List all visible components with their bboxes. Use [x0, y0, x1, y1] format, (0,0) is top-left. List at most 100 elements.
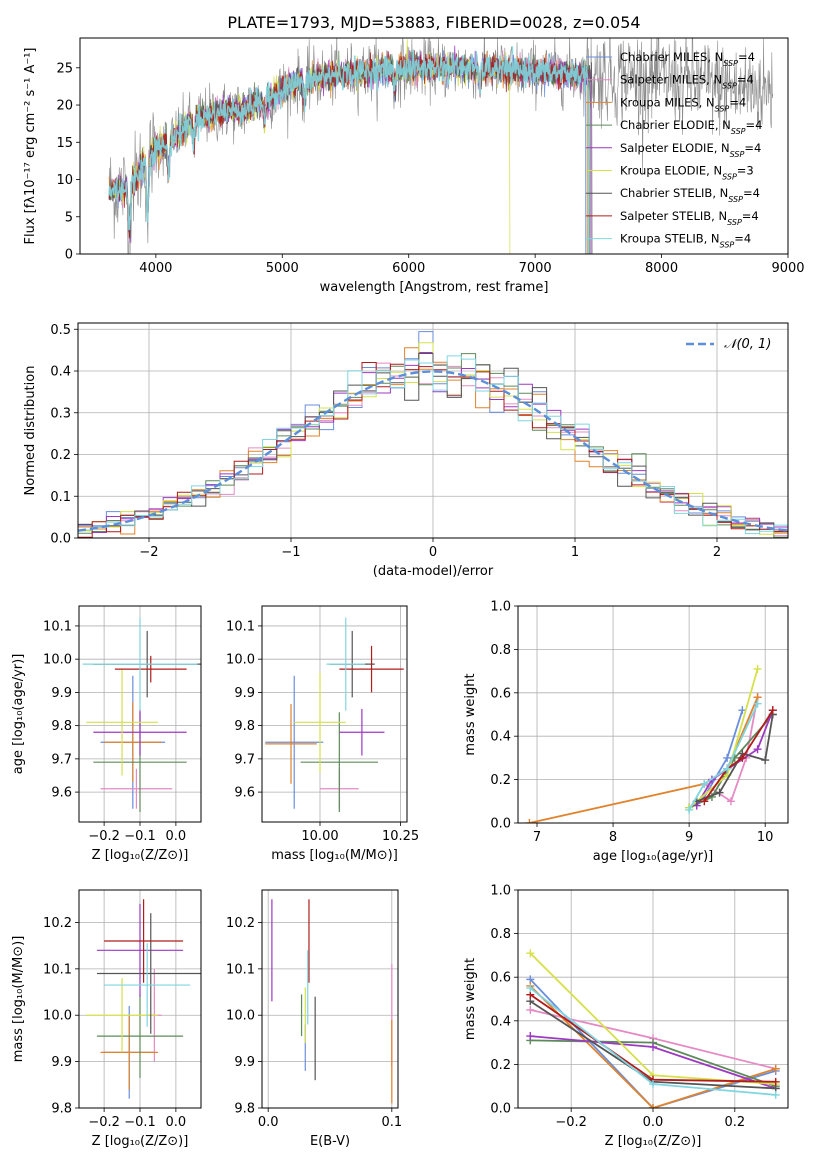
axes-mass_age: 10.00 10.25 9.6 9.7 9.8 9.9 10.0 10.1 mass [log₁… — [226, 605, 419, 863]
x-tick-label: −0.2 — [88, 1115, 120, 1130]
plot-area — [82, 617, 201, 813]
y-tick-label: 0.8 — [490, 643, 511, 658]
y-tick-label: 5 — [65, 210, 73, 225]
y-tick-label: 10.1 — [226, 619, 255, 634]
y-tick-label: 10.1 — [226, 962, 255, 977]
axes-age_weight: 7 8 9 10 0.0 0.2 0.4 0.6 0.8 1.0 age [log₁₀(age/yr… — [463, 600, 789, 864]
axes-frame — [261, 605, 408, 823]
x-tick-label: 10.25 — [382, 829, 419, 844]
weight-series-line — [688, 703, 759, 811]
weight-point-marker — [526, 1005, 535, 1014]
weight-point-marker — [723, 764, 732, 773]
weight-series-line — [703, 709, 774, 802]
x-tick-label: −0.2 — [555, 1115, 587, 1130]
y-tick-label: 9.7 — [234, 752, 255, 767]
axes-residuals: −2 −1 0 1 2 0.0 0.1 0.2 0.3 0.4 0.5 (data-model)/er… — [23, 322, 789, 579]
y-axis-label: mass weight — [463, 673, 478, 755]
x-tick-label: 0.0 — [258, 1115, 279, 1130]
errorbar-point — [104, 702, 162, 783]
weight-series-line — [529, 696, 759, 823]
x-tick-label: 5000 — [266, 261, 299, 276]
x-tick-label: 10 — [757, 830, 774, 845]
x-tick-label: 9000 — [771, 261, 804, 276]
y-tick-label: 9.9 — [234, 686, 255, 701]
weight-series-line — [703, 696, 759, 803]
errorbar-point — [265, 675, 324, 809]
errorbar-point — [294, 672, 346, 773]
x-tick-label: 9 — [685, 830, 693, 845]
x-tick-label: 0.0 — [166, 829, 187, 844]
weight-point-marker — [738, 753, 747, 762]
legend-label: Kroupa MILES, NSSP=4 — [620, 95, 746, 113]
legend-label: Chabrier ELODIE, NSSP=4 — [620, 118, 762, 136]
y-tick-label: 0.0 — [490, 817, 511, 832]
axes-ebv_mass: 0.0 0.1 9.8 9.9 10.0 10.1 10.2 E(B-V) — [226, 889, 402, 1149]
y-tick-label: 0.4 — [490, 730, 511, 745]
model-spectrum-line — [108, 46, 589, 254]
weight-point-marker — [771, 1090, 780, 1099]
weight-point-marker — [525, 819, 534, 823]
y-tick-label: 0.4 — [50, 365, 71, 380]
weight-point-marker — [526, 984, 535, 993]
y-tick-label: 0.0 — [50, 532, 71, 547]
x-tick-label: −0.1 — [124, 829, 156, 844]
legend-label: Chabrier MILES, NSSP=4 — [620, 50, 755, 68]
y-tick-label: 0.5 — [50, 323, 71, 338]
y-tick-label: 10.0 — [43, 1009, 72, 1024]
y-axis-label: mass [log₁₀(M/M⊙)] — [11, 936, 26, 1063]
y-tick-label: 0.2 — [50, 448, 71, 463]
weight-point-marker — [526, 1032, 535, 1041]
x-tick-label: 8 — [609, 830, 617, 845]
legend-label: Kroupa ELODIE, NSSP=3 — [620, 164, 754, 182]
x-axis-label: (data-model)/error — [373, 564, 494, 579]
observed-spectrum-line — [108, 38, 774, 254]
weight-point-marker — [726, 797, 735, 806]
errorbar-point — [86, 669, 158, 776]
plot-area — [526, 949, 780, 1108]
y-tick-label: 9.6 — [234, 786, 255, 801]
legend-label: Salpeter MILES, NSSP=4 — [620, 73, 754, 91]
errorbar-point — [82, 617, 198, 711]
x-tick-label: 0.0 — [643, 1115, 664, 1130]
weight-point-marker — [685, 805, 694, 814]
errorbar-point — [96, 903, 184, 997]
x-tick-label: 7000 — [519, 261, 552, 276]
weight-point-marker — [700, 779, 709, 788]
y-tick-label: 10.0 — [226, 1009, 255, 1024]
y-tick-label: 0 — [65, 248, 73, 263]
x-tick-label: 0.2 — [724, 1115, 745, 1130]
weight-point-marker — [753, 664, 762, 673]
x-axis-label: Z [log₁₀(Z/Z⊙)] — [92, 848, 189, 863]
plot-area — [265, 617, 404, 813]
y-tick-label: 0.6 — [490, 971, 511, 986]
x-axis-label: mass [log₁₀(M/M⊙)] — [271, 848, 398, 863]
x-axis-label: Z [log₁₀(Z/Z⊙)] — [605, 1134, 702, 1149]
y-tick-label: 0.2 — [490, 773, 511, 788]
axes-z_weight: −0.2 0.0 0.2 0.0 0.2 0.4 0.6 0.8 1.0 Z [log₁₀(Z/Z… — [463, 884, 789, 1149]
plot-area — [525, 664, 777, 823]
y-tick-label: 0.0 — [490, 1102, 511, 1117]
x-axis-label: Z [log₁₀(Z/Z⊙)] — [92, 1134, 189, 1149]
weight-point-marker — [768, 706, 777, 715]
weight-point-marker — [649, 1080, 657, 1089]
residual-histogram — [78, 355, 788, 535]
errorbar-point — [104, 943, 191, 1027]
y-tick-label: 10 — [56, 173, 73, 188]
y-tick-label: 10.0 — [43, 653, 72, 668]
axes-frame — [79, 37, 789, 255]
weight-point-marker — [771, 1064, 780, 1073]
normal-curve — [78, 370, 788, 532]
x-tick-label: −1 — [281, 545, 300, 560]
y-tick-label: 20 — [56, 99, 73, 114]
x-tick-label: 0.1 — [381, 1115, 402, 1130]
weight-point-marker — [761, 756, 770, 765]
x-axis-label: E(B-V) — [310, 1134, 350, 1149]
y-tick-label: 0.2 — [490, 1058, 511, 1073]
y-tick-label: 9.6 — [51, 786, 72, 801]
y-tick-label: 15 — [56, 136, 73, 151]
axes-z_mass: −0.2 −0.1 0.0 9.8 9.9 10.0 10.1 10.2 Z [log₁₀(Z/… — [11, 889, 202, 1149]
y-tick-label: 9.9 — [51, 686, 72, 701]
errorbar-point — [100, 768, 173, 809]
weight-point-marker — [771, 1077, 780, 1086]
plot-area — [271, 899, 393, 1104]
